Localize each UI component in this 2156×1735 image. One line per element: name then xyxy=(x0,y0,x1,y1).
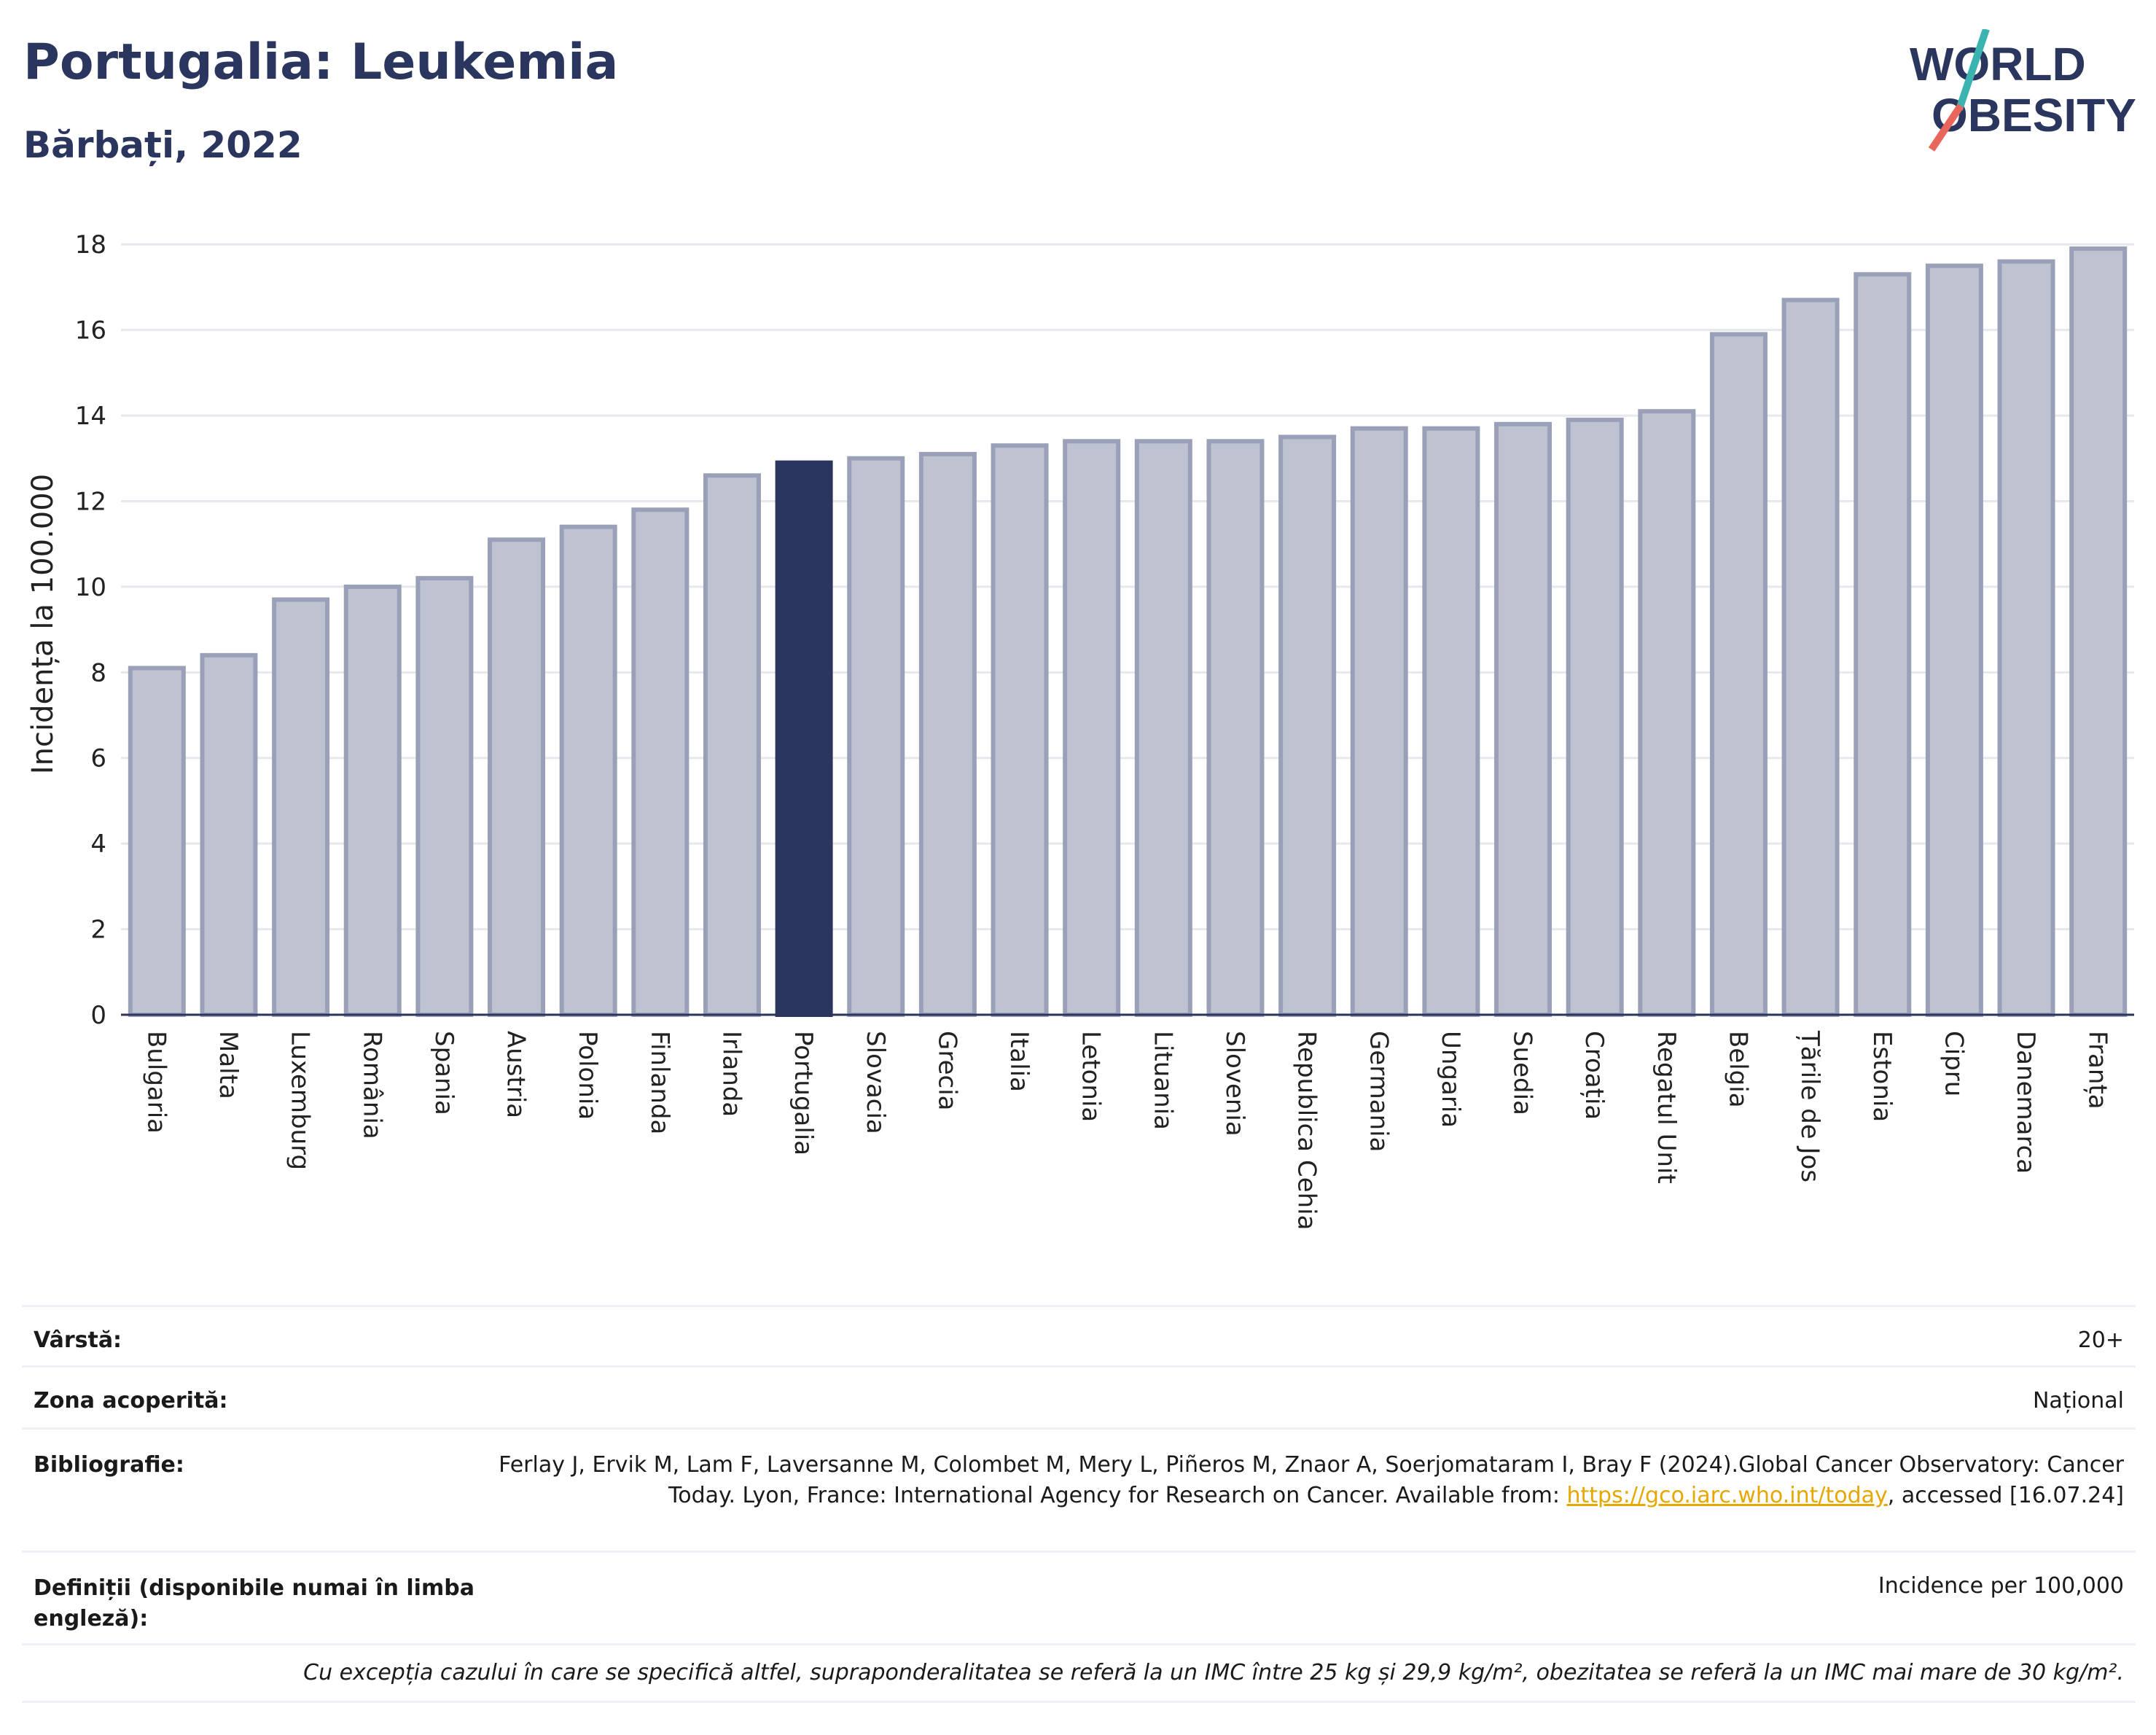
x-tick-label: România xyxy=(357,1031,386,1139)
x-tick-label: Slovacia xyxy=(861,1031,890,1134)
y-tick-label: 0 xyxy=(90,1001,106,1030)
x-tick-label: Suedia xyxy=(1508,1031,1537,1115)
bar xyxy=(918,451,977,1017)
y-tick-label: 14 xyxy=(75,402,106,431)
x-tick-label: Finlanda xyxy=(645,1031,674,1134)
x-tick-label: Italia xyxy=(1004,1031,1034,1092)
info-row-area: Zona acoperită: Național xyxy=(22,1365,2136,1427)
x-tick-label: Franța xyxy=(2083,1031,2112,1110)
y-tick-label: 18 xyxy=(75,230,106,260)
page-subtitle: Bărbați, 2022 xyxy=(23,124,302,166)
x-tick-label: Grecia xyxy=(932,1031,961,1110)
bar xyxy=(272,597,330,1017)
bar xyxy=(1781,297,1840,1017)
x-tick-label: Belgia xyxy=(1723,1031,1752,1108)
x-tick-label: Spania xyxy=(429,1031,458,1115)
area-value: Național xyxy=(2032,1388,2124,1414)
x-tick-label: Luxemburg xyxy=(286,1031,315,1170)
age-label: Vârstă: xyxy=(34,1327,122,1353)
y-tick-label: 16 xyxy=(75,316,106,346)
y-axis-title: Incidența la 100.000 xyxy=(26,474,60,774)
y-tick-label: 10 xyxy=(75,573,106,602)
bar xyxy=(1854,272,1912,1017)
bar xyxy=(1925,263,1983,1017)
footnote-text: Cu excepția cazului în care se specifică… xyxy=(303,1660,2124,1685)
bar xyxy=(415,576,474,1017)
x-tick-label: Portugalia xyxy=(789,1031,818,1155)
bar xyxy=(1566,417,1624,1017)
x-tick-label: Regatul Unit xyxy=(1652,1031,1681,1184)
bar xyxy=(2069,246,2128,1017)
bibliography-value: Ferlay J, Ervik M, Lam F, Laversanne M, … xyxy=(448,1450,2124,1511)
x-tick-label: Polonia xyxy=(573,1031,602,1120)
bar xyxy=(1063,439,1121,1017)
x-tick-label: Ungaria xyxy=(1436,1031,1465,1128)
x-tick-label: Slovenia xyxy=(1220,1031,1249,1136)
logo-slash-teal xyxy=(1956,29,1990,111)
bibliography-label: Bibliografie: xyxy=(34,1452,184,1478)
x-tick-label: Letonia xyxy=(1077,1031,1106,1122)
x-tick-label: Țările de Jos xyxy=(1795,1030,1824,1182)
bar xyxy=(631,507,690,1017)
x-tick-label: Republica Cehia xyxy=(1292,1031,1321,1230)
x-tick-label: Estonia xyxy=(1867,1031,1897,1122)
x-tick-label: Austria xyxy=(501,1031,531,1118)
y-tick-label: 2 xyxy=(90,916,106,945)
bar xyxy=(703,473,761,1017)
bar xyxy=(200,652,258,1017)
bar xyxy=(991,443,1049,1017)
x-tick-label: Croația xyxy=(1579,1031,1609,1120)
info-row-bibliography: Bibliografie: Ferlay J, Ervik M, Lam F, … xyxy=(22,1427,2136,1551)
info-table: Vârstă: 20+ Zona acoperită: Național Bib… xyxy=(22,1305,2136,1703)
bar-chart: 0 2 4 6 8 10 12 14 16 18 Incidența la 100.000 Bulga… xyxy=(26,230,2134,1230)
x-tick-label: Cipru xyxy=(1939,1031,1968,1096)
area-label: Zona acoperită: xyxy=(34,1388,228,1414)
bar xyxy=(128,666,186,1017)
definitions-value: Incidence per 100,000 xyxy=(1878,1573,2124,1599)
x-tick-label: Danemarca xyxy=(2011,1031,2040,1174)
bar xyxy=(488,537,546,1017)
page-title: Portugalia: Leukemia xyxy=(23,34,619,91)
bar xyxy=(343,584,402,1017)
bar xyxy=(1278,434,1337,1017)
info-row-footnote: Cu excepția cazului în care se specifică… xyxy=(22,1643,2136,1703)
bar xyxy=(847,456,905,1017)
info-row-age: Vârstă: 20+ xyxy=(22,1305,2136,1365)
bar xyxy=(1134,439,1192,1017)
world-obesity-logo: WORLD OBESITY xyxy=(1910,29,2136,152)
x-tick-label: Germania xyxy=(1364,1031,1393,1152)
bar xyxy=(1350,426,1408,1017)
info-row-definitions: Definiții (disponibile numai în limba en… xyxy=(22,1551,2136,1643)
x-tick-label: Irlanda xyxy=(716,1031,746,1117)
bar xyxy=(1638,409,1696,1017)
x-tick-label: Malta xyxy=(214,1031,243,1099)
y-tick-label: 8 xyxy=(90,658,106,687)
bar xyxy=(1422,426,1480,1017)
bar xyxy=(1494,421,1552,1017)
y-tick-label: 6 xyxy=(90,744,106,773)
bar xyxy=(1206,439,1265,1017)
bar xyxy=(775,460,833,1017)
age-value: 20+ xyxy=(2077,1327,2124,1353)
bibliography-link[interactable]: https://gco.iarc.who.int/today xyxy=(1566,1483,1888,1508)
logo-word-world: WORLD xyxy=(1910,38,2086,90)
logo-slash-red xyxy=(1928,104,1964,152)
definitions-label: Definiții (disponibile numai în limba en… xyxy=(34,1575,474,1631)
bibliography-tail: , accessed [16.07.24] xyxy=(1887,1483,2124,1508)
y-tick-label: 4 xyxy=(90,830,106,859)
x-tick-label: Bulgaria xyxy=(141,1031,171,1134)
bar xyxy=(559,524,617,1017)
y-tick-label: 12 xyxy=(75,487,106,516)
bibliography-text: Ferlay J, Ervik M, Lam F, Laversanne M, … xyxy=(499,1452,2124,1508)
bar xyxy=(1997,259,2055,1017)
bar xyxy=(1709,332,1768,1018)
x-tick-label: Lituania xyxy=(1148,1031,1177,1130)
